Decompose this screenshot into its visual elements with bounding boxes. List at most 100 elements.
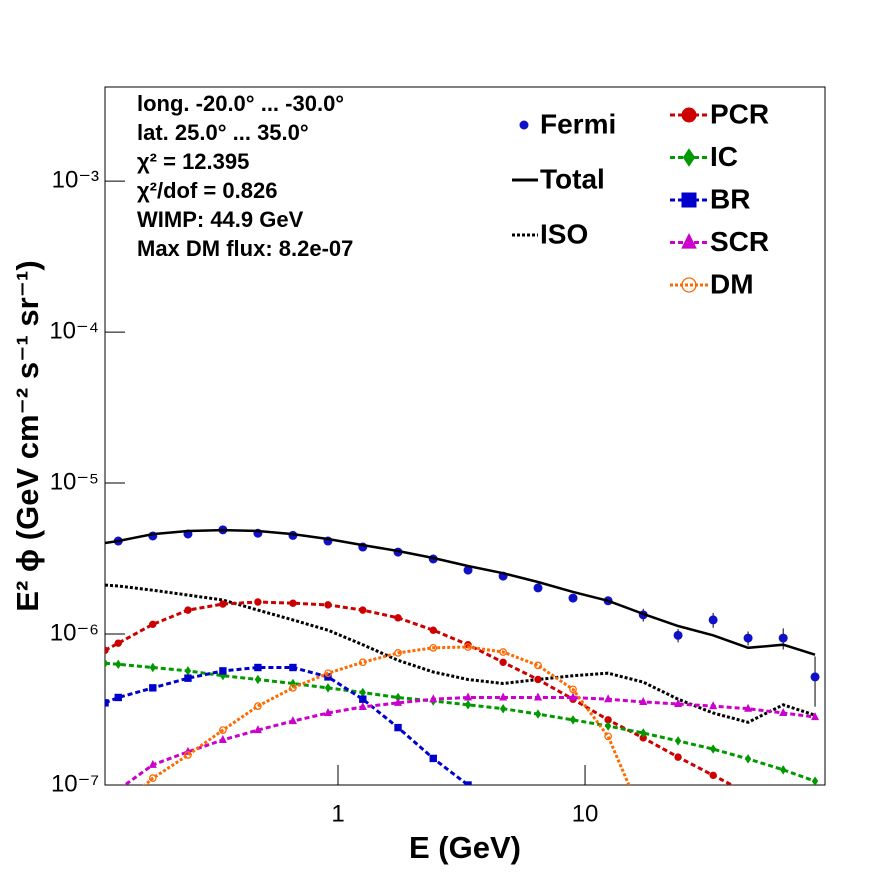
marker	[464, 781, 472, 785]
marker	[114, 639, 122, 647]
marker	[533, 692, 543, 701]
marker	[709, 771, 717, 779]
marker	[568, 593, 578, 603]
marker	[149, 662, 156, 673]
legend-label: PCR	[710, 98, 769, 129]
x-axis-title: E (GeV)	[409, 830, 521, 865]
marker	[394, 649, 402, 657]
marker	[681, 192, 697, 208]
marker	[681, 277, 697, 293]
marker	[324, 683, 332, 693]
marker	[519, 120, 529, 130]
marker	[778, 633, 788, 643]
marker	[219, 667, 227, 675]
marker	[569, 685, 577, 694]
marker	[639, 696, 648, 705]
legend-item: Fermi	[519, 108, 616, 139]
y-tick-label: 10⁻⁵	[50, 468, 99, 495]
marker	[640, 728, 647, 738]
marker	[499, 692, 508, 701]
y-tick-label: 10⁻³	[52, 166, 99, 193]
annotation: lat. 25.0° ... 35.0°	[137, 120, 309, 145]
marker	[674, 736, 682, 746]
marker	[534, 675, 542, 684]
legend-item: ISO	[512, 218, 588, 249]
marker	[184, 606, 192, 614]
annotation: long. -20.0° ... -30.0°	[137, 91, 344, 116]
marker	[604, 721, 612, 731]
legend-item: BR	[670, 183, 750, 214]
marker	[744, 754, 752, 764]
marker	[148, 759, 157, 768]
marker	[254, 663, 262, 672]
legend-label: DM	[710, 268, 754, 299]
marker	[604, 732, 612, 741]
marker	[499, 703, 507, 714]
series-line	[105, 528, 816, 656]
legend-item: IC	[670, 141, 738, 172]
legend-item: DM	[670, 268, 754, 299]
marker	[429, 754, 437, 763]
plot-area	[105, 525, 820, 785]
marker	[289, 663, 297, 672]
legend-label: BR	[710, 183, 750, 214]
legend-item: PCR	[670, 98, 769, 129]
marker	[464, 692, 473, 701]
marker	[709, 701, 718, 710]
marker	[359, 606, 367, 614]
marker	[288, 716, 297, 725]
marker	[464, 700, 472, 710]
legend-label: IC	[710, 141, 738, 172]
marker	[429, 694, 438, 703]
series-line	[105, 666, 471, 785]
marker	[254, 598, 262, 606]
legend-label: SCR	[710, 226, 769, 257]
marker	[148, 774, 157, 783]
marker	[253, 725, 262, 734]
series-line	[105, 600, 736, 785]
marker	[218, 734, 227, 743]
marker	[674, 699, 683, 708]
marker	[499, 648, 507, 656]
y-tick-label: 10⁻⁶	[50, 619, 99, 646]
marker	[811, 712, 820, 721]
marker	[534, 661, 542, 670]
annotation: Max DM flux: 8.2e-07	[137, 236, 353, 261]
marker	[394, 723, 402, 732]
y-tick-label: 10⁻⁴	[49, 317, 99, 344]
marker	[105, 646, 109, 655]
marker	[779, 708, 788, 717]
marker	[709, 744, 717, 754]
marker	[394, 697, 403, 706]
marker	[534, 709, 542, 719]
y-axis-title: E² ϕ (GeV cm⁻² s⁻¹ sr⁻¹)	[10, 260, 45, 611]
marker	[358, 701, 367, 710]
legend-item: SCR	[670, 226, 769, 257]
marker	[289, 678, 297, 689]
annotation: χ²/dof = 0.826	[137, 178, 277, 203]
marker	[359, 695, 367, 703]
marker	[184, 751, 192, 759]
marker	[604, 694, 613, 703]
marker	[324, 601, 332, 609]
marker	[394, 614, 402, 622]
marker	[681, 232, 697, 249]
marker	[429, 643, 438, 652]
marker	[429, 626, 437, 634]
marker	[105, 658, 109, 669]
marker	[708, 615, 718, 625]
marker	[810, 672, 820, 682]
marker	[149, 620, 157, 628]
marker	[149, 684, 157, 692]
marker	[324, 669, 332, 678]
marker	[114, 693, 122, 702]
marker	[254, 674, 262, 685]
marker	[811, 776, 819, 785]
marker	[184, 674, 192, 682]
marker	[681, 107, 697, 123]
y-tick-label: 10⁻⁷	[51, 770, 99, 797]
marker	[533, 583, 543, 593]
marker	[682, 148, 696, 167]
